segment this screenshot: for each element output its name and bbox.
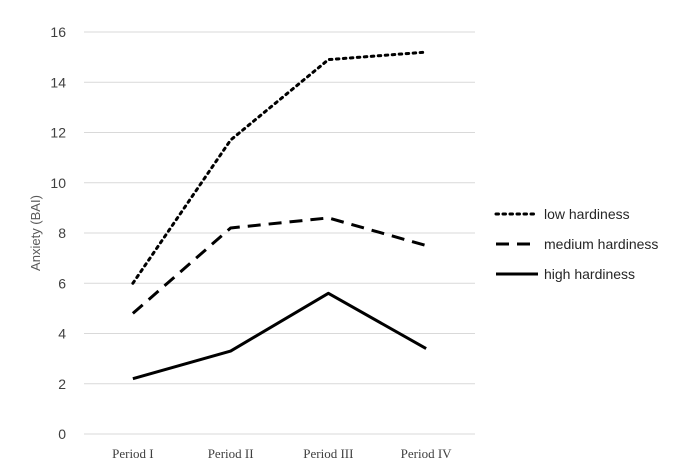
y-tick-label: 10 <box>50 175 66 191</box>
y-tick-label: 2 <box>58 376 66 392</box>
x-tick-label: Period II <box>208 446 254 461</box>
y-tick-label: 0 <box>58 426 66 442</box>
y-tick-label: 14 <box>50 74 66 90</box>
series-line-high-hardiness <box>132 291 427 381</box>
x-tick-label: Period I <box>112 446 154 461</box>
y-axis-label: Anxiety (BAI) <box>28 195 43 271</box>
legend: low hardiness medium hardiness high hardin… <box>494 206 658 282</box>
gridlines <box>84 31 475 435</box>
legend-label: low hardiness <box>544 206 630 222</box>
x-tick-label: Period IV <box>401 446 453 461</box>
y-tick-label: 12 <box>50 125 66 141</box>
legend-label: medium hardiness <box>544 236 658 252</box>
y-tick-label: 16 <box>50 24 66 40</box>
series-lines <box>131 50 428 381</box>
series-line-medium-hardiness <box>131 216 427 315</box>
series-line-low-hardiness <box>131 50 428 285</box>
x-axis-ticks: Period I Period II Period III Period IV <box>112 446 452 461</box>
y-tick-label: 8 <box>58 225 66 241</box>
y-axis-ticks: 0 2 4 6 8 10 12 14 16 <box>50 24 66 442</box>
y-tick-label: 6 <box>58 275 66 291</box>
y-tick-label: 4 <box>58 326 66 342</box>
legend-label: high hardiness <box>544 266 635 282</box>
x-tick-label: Period III <box>303 446 353 461</box>
